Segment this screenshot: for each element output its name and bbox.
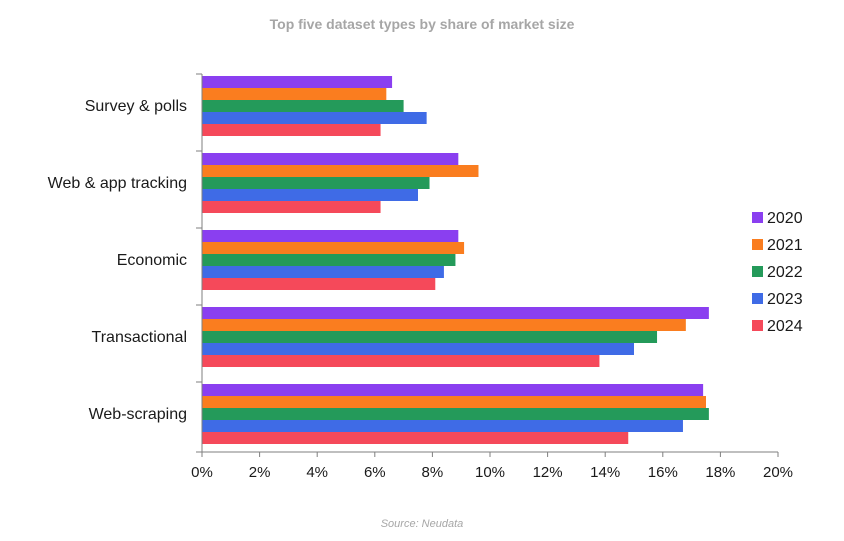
category-label: Economic [117, 252, 187, 269]
bar-2022-2 [202, 254, 456, 266]
legend-swatch [752, 293, 763, 304]
bar-2023-1 [202, 189, 418, 201]
x-tick-label: 8% [422, 464, 444, 481]
bar-2022-3 [202, 331, 658, 343]
legend: 2020 2021 2022 2023 2024 [752, 210, 803, 335]
bar-2020-4 [202, 384, 704, 396]
x-tick-label: 2% [249, 464, 271, 481]
x-tick-label: 16% [648, 464, 678, 481]
x-tick-label: 0% [191, 464, 213, 481]
legend-swatch [752, 266, 763, 277]
bar-2020-3 [202, 307, 709, 319]
bar-2021-1 [202, 165, 479, 177]
x-tick-label: 20% [763, 464, 793, 481]
bar-2021-3 [202, 319, 686, 331]
bar-2022-1 [202, 177, 430, 189]
source-note: Source: Neudata [381, 518, 464, 530]
legend-label: 2024 [767, 318, 803, 335]
category-labels: Survey & polls Web & app tracking Economic… [48, 98, 187, 423]
x-axis: 0% 2% 4% 6% 8% 10% 12% 14% 16% 18% 20% [191, 73, 793, 481]
bar-2023-2 [202, 266, 444, 278]
bar-2021-0 [202, 88, 387, 100]
bar-2024-1 [202, 201, 381, 213]
bar-2020-1 [202, 153, 459, 165]
bars-group [202, 76, 709, 444]
bar-2024-4 [202, 432, 629, 444]
legend-label: 2023 [767, 291, 803, 308]
bar-2022-0 [202, 100, 404, 112]
category-label: Web & app tracking [48, 175, 187, 192]
category-label: Transactional [92, 329, 187, 346]
bar-2020-0 [202, 76, 393, 88]
x-tick-label: 18% [705, 464, 735, 481]
x-tick-label: 10% [475, 464, 505, 481]
x-tick-label: 14% [590, 464, 620, 481]
x-tick-label: 12% [533, 464, 563, 481]
legend-label: 2022 [767, 264, 803, 281]
legend-swatch [752, 320, 763, 331]
chart-title: Top five dataset types by share of marke… [270, 16, 575, 32]
bar-2021-4 [202, 396, 706, 408]
bar-2021-2 [202, 242, 465, 254]
x-tick-label: 6% [364, 464, 386, 481]
x-tick-label: 4% [306, 464, 328, 481]
legend-label: 2020 [767, 210, 803, 227]
bar-2023-4 [202, 420, 683, 432]
bar-2024-3 [202, 355, 600, 367]
legend-swatch [752, 212, 763, 223]
legend-swatch [752, 239, 763, 250]
bar-2023-3 [202, 343, 634, 355]
category-label: Web-scraping [89, 406, 187, 423]
bar-2024-0 [202, 124, 381, 136]
bar-2022-4 [202, 408, 709, 420]
bar-2023-0 [202, 112, 427, 124]
legend-label: 2021 [767, 237, 803, 254]
bar-2024-2 [202, 278, 436, 290]
category-label: Survey & polls [85, 98, 187, 115]
bar-2020-2 [202, 230, 459, 242]
